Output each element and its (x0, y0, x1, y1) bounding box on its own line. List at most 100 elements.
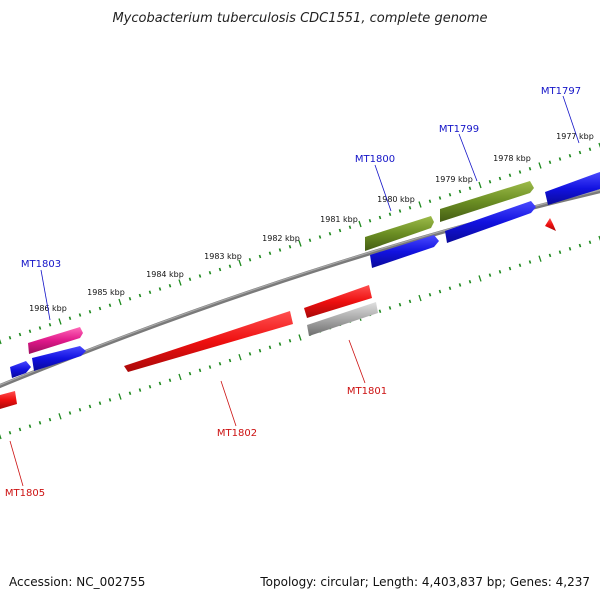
outer-scale-tick (348, 225, 352, 230)
inner-scale-tick (88, 404, 92, 409)
gene-label-mt1801[interactable]: MT1801 (347, 386, 387, 397)
gene-mt1800[interactable] (365, 216, 439, 268)
gene-mt1801[interactable] (304, 285, 378, 336)
outer-scale-tick (128, 296, 132, 301)
gene-label-mt1800[interactable]: MT1800 (355, 154, 395, 165)
gene-label-mt1803[interactable]: MT1803 (21, 259, 61, 270)
outer-scale-tick (388, 212, 392, 217)
inner-scale-tick (288, 339, 292, 343)
inner-scale-tick (398, 302, 402, 307)
forward-callouts (40, 95, 580, 321)
inner-scale-tick (298, 334, 302, 341)
outer-scale-tick (558, 157, 562, 161)
outer-scale-tick (48, 322, 52, 327)
inner-scale-tick (28, 424, 32, 428)
outer-scale-tick (278, 248, 282, 252)
inner-scale-tick (118, 393, 122, 400)
inner-scale-tick (448, 286, 452, 291)
outer-scale-tick (598, 142, 600, 149)
outer-scale-tick (238, 259, 242, 267)
outer-scale-tick (68, 316, 72, 321)
outer-scale-tick (208, 270, 212, 275)
inner-scale-tick (8, 430, 12, 435)
gene-label-mt1797[interactable]: MT1797 (541, 86, 581, 97)
scale-label-1979: 1979 kbp (435, 175, 473, 184)
outer-scale-tick (258, 254, 262, 259)
inner-scale-tick (438, 289, 442, 294)
inner-scale-tick (208, 365, 212, 369)
inner-scale-tick (428, 293, 432, 297)
outer-scale-tick (368, 218, 372, 223)
inner-scale-tick (48, 417, 52, 422)
inner-scale-tick (138, 388, 142, 392)
gene-small-reverse[interactable] (545, 218, 556, 231)
inner-scale-tick (178, 373, 182, 381)
scale-label-1984: 1984 kbp (146, 270, 184, 279)
outer-scale-tick (478, 181, 482, 189)
map-title: Mycobacterium tuberculosis CDC1551, comp… (112, 11, 487, 26)
outer-scale-tick (518, 170, 522, 174)
outer-scale-tick (438, 196, 442, 200)
inner-scale-tick (598, 235, 600, 242)
gene-mt1803[interactable] (28, 327, 86, 371)
inner-scale-tick (378, 309, 382, 314)
outer-scale-tick (418, 201, 422, 208)
outer-scale-tick (168, 283, 172, 288)
outer-scale-tick (98, 306, 102, 311)
outer-scale-tick (448, 192, 452, 197)
inner-scale-tick (478, 275, 482, 282)
outer-scale-tick (408, 205, 412, 210)
inner-scale-ticks (0, 235, 600, 440)
outer-scale-ticks (0, 142, 600, 345)
gene-small-forward[interactable] (10, 361, 31, 378)
gene-mt1805[interactable] (0, 391, 17, 409)
inner-scale-tick (158, 381, 162, 386)
outer-scale-tick (338, 228, 342, 233)
inner-scale-tick (488, 273, 492, 277)
inner-scale-tick (268, 345, 272, 350)
gene-label-mt1799[interactable]: MT1799 (439, 124, 479, 135)
scale-label-1981: 1981 kbp (320, 215, 358, 224)
outer-scale-tick (268, 251, 272, 256)
outer-scale-tick (248, 257, 252, 262)
inner-scale-tick (0, 433, 2, 440)
inner-scale-tick (238, 353, 242, 361)
inner-scale-tick (538, 255, 542, 262)
inner-scale-tick (418, 294, 422, 302)
inner-scale-tick (578, 243, 582, 248)
inner-scale-tick (218, 361, 222, 366)
outer-scale-tick (528, 166, 532, 171)
outer-scale-tick (88, 309, 92, 314)
outer-scale-tick (218, 267, 222, 272)
outer-scale-tick (318, 235, 322, 239)
inner-scale-tick (568, 247, 572, 251)
gene-label-mt1802[interactable]: MT1802 (217, 428, 257, 439)
outer-scale-tick (78, 313, 82, 317)
scale-label-1985: 1985 kbp (87, 288, 125, 297)
inner-scale-tick (558, 250, 562, 254)
outer-scale-tick (108, 303, 112, 308)
outer-scale-tick (548, 160, 552, 165)
scale-label-1982: 1982 kbp (262, 234, 300, 243)
gene-mt1799[interactable] (440, 181, 536, 243)
outer-scale-tick (578, 150, 582, 155)
gene-label-mt1805[interactable]: MT1805 (5, 488, 45, 499)
outer-scale-tick (428, 199, 432, 204)
scale-label-1978: 1978 kbp (493, 154, 531, 163)
scale-label-1983: 1983 kbp (204, 252, 242, 261)
inner-scale-tick (148, 384, 152, 389)
inner-scale-tick (78, 407, 82, 412)
genome-summary-text: Topology: circular; Length: 4,403,837 bp… (259, 575, 590, 589)
outer-scale-tick (0, 338, 2, 345)
outer-scale-tick (458, 189, 462, 194)
outer-scale-tick (18, 332, 22, 337)
gene-mt1802[interactable] (124, 311, 293, 372)
scale-label-1980: 1980 kbp (377, 195, 415, 204)
outer-scale-tick (308, 238, 312, 243)
outer-scale-tick (588, 147, 592, 152)
inner-scale-tick (248, 352, 252, 356)
inner-scale-tick (128, 391, 132, 396)
gene-mt1797[interactable] (545, 172, 600, 205)
outer-scale-tick (188, 277, 192, 282)
